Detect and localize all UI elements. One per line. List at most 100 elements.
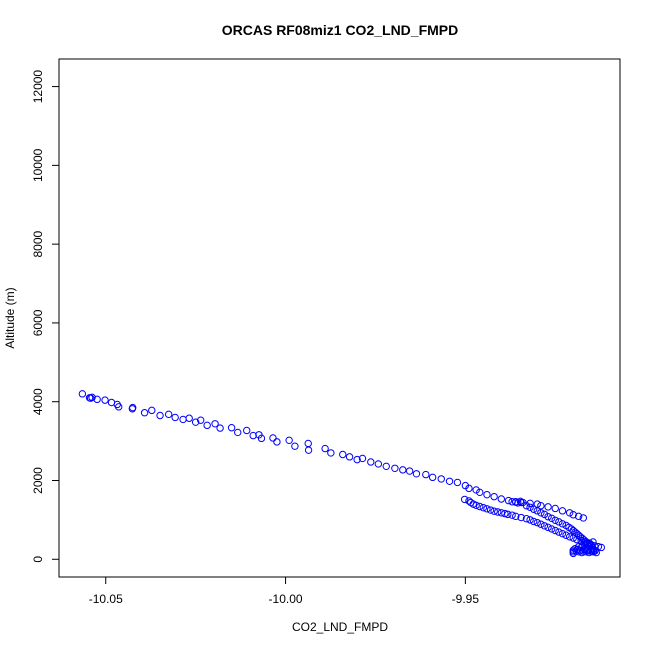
y-tick-label: 6000: [31, 309, 45, 336]
data-point: [494, 508, 502, 516]
data-point: [497, 495, 506, 503]
data-point: [501, 509, 509, 518]
data-point: [285, 436, 293, 445]
y-tick-label: 10000: [31, 148, 45, 182]
data-point: [353, 455, 361, 464]
data-point: [269, 434, 277, 442]
data-point: [504, 496, 513, 505]
data-point: [422, 470, 430, 479]
data-point: [522, 502, 531, 510]
data-point: [537, 509, 545, 517]
data-point: [211, 420, 219, 428]
data-point: [164, 410, 173, 419]
data-point: [339, 450, 347, 459]
data-point: [526, 503, 534, 511]
y-tick-label: 4000: [31, 388, 45, 415]
data-point: [101, 396, 109, 404]
data-point: [533, 518, 541, 527]
data-point: [589, 538, 597, 546]
data-point: [526, 516, 534, 524]
data-point: [140, 409, 149, 417]
data-point: [465, 484, 473, 493]
data-point: [129, 403, 137, 412]
data-point: [88, 393, 96, 402]
data-point: [504, 510, 512, 519]
data-point: [114, 403, 123, 411]
data-point: [512, 512, 520, 521]
data-point: [569, 511, 577, 519]
data-point: [551, 504, 559, 513]
data-point: [453, 478, 462, 487]
data-point: [555, 518, 563, 526]
data-point: [508, 511, 516, 519]
data-point: [304, 446, 313, 454]
data-point: [551, 516, 559, 524]
data-point: [490, 492, 498, 501]
y-axis: 0 2000 4000 6000 8000 10000 12000: [31, 70, 60, 563]
y-tick-label: 12000: [31, 70, 45, 104]
data-point: [517, 513, 525, 522]
data-point: [227, 424, 236, 432]
data-point: [345, 453, 354, 461]
data-point: [483, 505, 491, 513]
data-point: [585, 539, 594, 547]
data-point: [476, 488, 484, 497]
chart-title: ORCAS RF08miz1 CO2_LND_FMPD: [222, 22, 459, 38]
data-point: [522, 515, 531, 523]
y-axis-label: Altitude (m): [3, 287, 17, 348]
data-point: [216, 424, 224, 432]
data-point: [156, 411, 164, 420]
x-axis-label: CO2_LND_FMPD: [292, 620, 388, 634]
data-point: [203, 421, 211, 430]
data-point: [257, 434, 266, 443]
data-point: [249, 431, 257, 440]
data-point: [321, 444, 329, 453]
data-point: [565, 533, 574, 541]
data-point: [544, 503, 552, 511]
data-point: [537, 520, 545, 528]
data-point: [196, 416, 205, 424]
data-point: [445, 477, 454, 485]
data-point: [551, 526, 559, 535]
x-tick-label: -10.00: [269, 592, 303, 606]
data-point: [437, 475, 445, 483]
data-point: [358, 454, 367, 463]
data-point: [479, 503, 488, 512]
data-point: [428, 473, 437, 482]
y-tick-label: 8000: [31, 230, 45, 257]
data-point: [565, 509, 574, 517]
data-point: [405, 467, 414, 475]
data-point: [291, 442, 299, 450]
data-point: [533, 507, 541, 515]
data-point: [547, 514, 556, 523]
data-point: [558, 529, 567, 538]
data-point: [544, 523, 552, 532]
data-point: [148, 406, 156, 415]
data-point: [273, 438, 281, 446]
data-point: [544, 513, 552, 521]
data-point: [327, 449, 335, 457]
data-point: [558, 520, 567, 528]
data-point: [191, 418, 200, 426]
data-point: [584, 546, 593, 554]
data-point: [529, 517, 538, 526]
data-point: [367, 458, 375, 466]
data-point: [374, 460, 383, 468]
x-tick-label: -10.05: [89, 592, 123, 606]
data-point: [171, 413, 179, 422]
data-point: [185, 414, 193, 422]
data-point: [577, 544, 585, 552]
data-point: [555, 528, 563, 536]
data-point: [588, 547, 596, 556]
data-point: [472, 501, 480, 510]
y-tick-label: 2000: [31, 467, 45, 494]
data-point: [486, 506, 495, 514]
data-point: [581, 545, 589, 553]
data-point: [412, 470, 421, 478]
data-point: [234, 428, 242, 437]
data-point: [597, 543, 605, 552]
data-point: [490, 507, 498, 515]
data-point: [399, 466, 407, 474]
